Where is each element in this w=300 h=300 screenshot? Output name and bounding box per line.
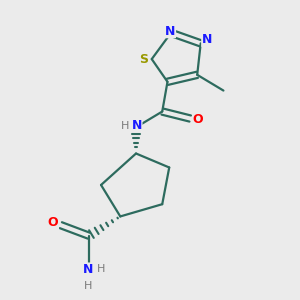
Text: N: N	[131, 119, 142, 132]
Text: H: H	[121, 121, 130, 130]
Text: H: H	[97, 264, 105, 274]
Text: N: N	[202, 33, 212, 46]
Text: H: H	[84, 281, 92, 291]
Text: N: N	[83, 263, 93, 276]
Text: S: S	[140, 52, 148, 66]
Text: O: O	[48, 216, 58, 229]
Text: O: O	[193, 113, 203, 126]
Text: N: N	[165, 25, 175, 38]
